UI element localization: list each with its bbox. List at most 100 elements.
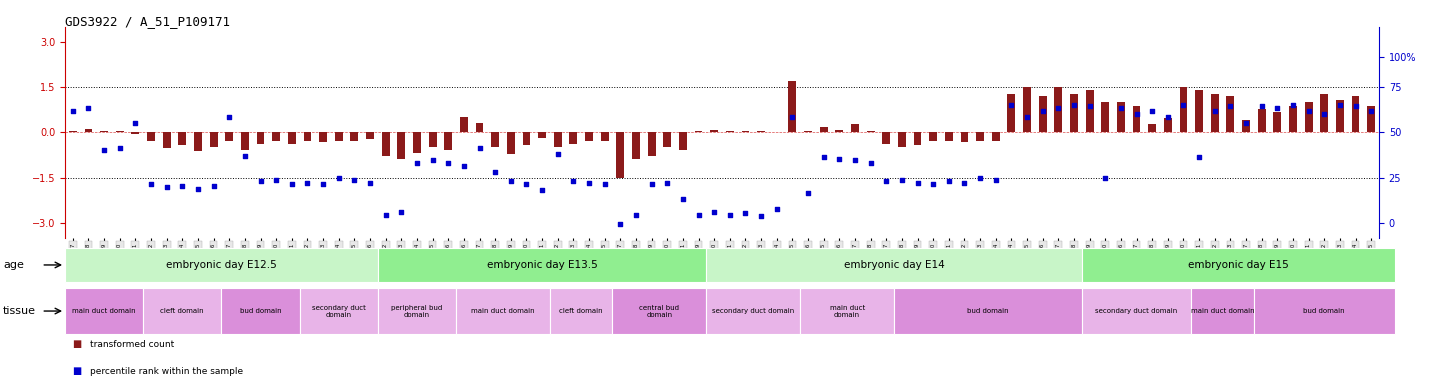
Bar (1305, 102, 1313, 132)
Point (1079, 103, 1102, 109)
Point (422, 157, 445, 163)
Bar (710, 130, 718, 132)
Point (92, 147, 116, 153)
Text: embryonic day E15: embryonic day E15 (1188, 260, 1288, 270)
Bar (241, 132, 248, 150)
Point (186, 186, 209, 192)
Point (953, 180, 976, 186)
Bar (69, 131, 77, 132)
Bar (367, 132, 374, 139)
Bar (914, 132, 921, 146)
Text: secondary duct domain: secondary duct domain (712, 308, 794, 314)
Text: percentile rank within the sample: percentile rank within the sample (90, 367, 243, 376)
Point (703, 209, 726, 215)
Text: embryonic day E14: embryonic day E14 (843, 260, 944, 270)
Point (1344, 103, 1367, 109)
Bar (612, 288, 706, 334)
Point (296, 180, 319, 186)
Point (749, 213, 773, 219)
Point (436, 160, 459, 166)
Bar (706, 288, 800, 334)
Bar (335, 132, 342, 141)
Bar (960, 132, 969, 142)
Point (108, 146, 131, 152)
Point (500, 178, 523, 184)
Bar (1118, 102, 1125, 132)
Point (999, 102, 1022, 108)
Text: GDS3922 / A_51_P109171: GDS3922 / A_51_P109171 (65, 15, 230, 28)
Text: bud domain: bud domain (967, 308, 1009, 314)
Point (1328, 102, 1352, 108)
Bar (1054, 87, 1063, 132)
Bar (1148, 124, 1157, 132)
Bar (1082, 248, 1395, 282)
Bar (257, 132, 264, 144)
Point (905, 180, 928, 186)
Bar (851, 124, 859, 132)
Bar (445, 132, 452, 150)
Point (969, 175, 992, 181)
Point (656, 180, 679, 186)
Point (516, 181, 539, 187)
Bar (944, 132, 953, 141)
Bar (1180, 87, 1187, 132)
Text: bud domain: bud domain (240, 308, 282, 314)
Point (390, 209, 413, 215)
Bar (554, 132, 562, 147)
Point (358, 180, 381, 186)
Text: peripheral bud
domain: peripheral bud domain (391, 305, 442, 318)
Point (859, 160, 882, 166)
Bar (882, 132, 890, 144)
Point (765, 205, 788, 212)
Point (406, 160, 429, 166)
Bar (1086, 89, 1093, 132)
Text: cleft domain: cleft domain (160, 308, 204, 314)
Bar (1191, 288, 1253, 334)
Bar (1352, 96, 1359, 132)
Bar (1336, 100, 1344, 132)
Bar (221, 288, 300, 334)
Text: main duct domain: main duct domain (72, 308, 136, 314)
Bar (193, 132, 202, 151)
Point (781, 114, 804, 120)
Bar (550, 288, 612, 334)
Text: main duct domain: main duct domain (471, 308, 534, 314)
Point (1015, 114, 1038, 120)
Bar (397, 132, 406, 159)
Point (1235, 120, 1258, 126)
Point (1297, 108, 1320, 114)
Point (624, 212, 647, 218)
Bar (1367, 106, 1375, 132)
Point (640, 181, 663, 187)
Bar (820, 127, 827, 132)
Bar (1253, 288, 1395, 334)
Text: tissue: tissue (3, 306, 36, 316)
Bar (679, 132, 687, 150)
Bar (706, 248, 1082, 282)
Bar (65, 248, 378, 282)
Point (1125, 111, 1148, 117)
Bar (648, 132, 656, 156)
Point (578, 180, 601, 186)
Text: transformed count: transformed count (90, 341, 173, 349)
Bar (585, 132, 593, 141)
Point (140, 181, 163, 187)
Text: main duct
domain: main duct domain (829, 305, 865, 318)
Bar (804, 131, 812, 132)
Bar (1024, 87, 1031, 132)
Bar (131, 132, 139, 134)
Point (530, 187, 553, 194)
Bar (800, 288, 894, 334)
Point (1063, 102, 1086, 108)
Text: cleft domain: cleft domain (559, 308, 604, 314)
Bar (507, 132, 514, 154)
Bar (85, 129, 92, 132)
Text: ■: ■ (72, 366, 81, 376)
Bar (617, 132, 624, 178)
Point (687, 212, 710, 218)
Point (1157, 114, 1180, 120)
Point (248, 178, 271, 184)
Point (609, 220, 632, 227)
Bar (1082, 288, 1191, 334)
Point (827, 156, 851, 162)
